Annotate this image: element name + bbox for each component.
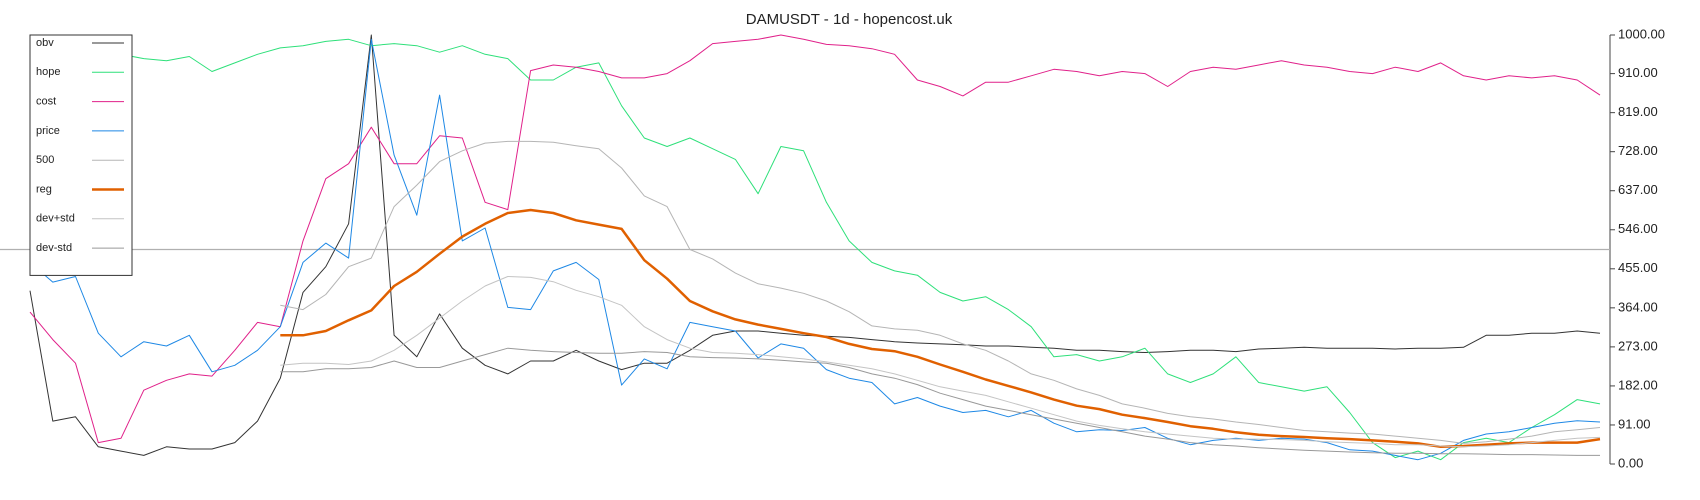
y-tick-label: 273.00 xyxy=(1618,338,1658,353)
series-line xyxy=(280,140,1601,444)
y-tick-label: 455.00 xyxy=(1618,260,1658,275)
legend-label: cost xyxy=(36,96,56,108)
y-tick-label: 819.00 xyxy=(1618,104,1658,119)
legend-label: dev-std xyxy=(36,242,72,254)
legend-label: hope xyxy=(36,66,60,78)
legend-label: dev+std xyxy=(36,213,75,225)
legend: obv hope cost price 500 reg dev+std dev-std xyxy=(29,34,133,276)
y-tick-label: 1000.00 xyxy=(1618,26,1665,41)
series-line xyxy=(280,208,1601,449)
chart-title: DAMUSDT - 1d - hopencost.uk xyxy=(746,11,953,28)
legend-box xyxy=(29,34,133,276)
legend-label: obv xyxy=(36,37,54,49)
legend-label: reg xyxy=(36,183,52,195)
y-tick-label: 728.00 xyxy=(1618,143,1658,158)
series-line xyxy=(29,38,1601,461)
series-line xyxy=(29,34,1601,444)
series-line xyxy=(29,34,1601,456)
y-tick-label: 637.00 xyxy=(1618,182,1658,197)
y-tick-label: 364.00 xyxy=(1618,299,1658,314)
legend-label: 500 xyxy=(36,154,54,166)
y-tick-label: 0.00 xyxy=(1618,455,1643,470)
series-line xyxy=(280,276,1601,448)
y-tick-label: 546.00 xyxy=(1618,221,1658,236)
series-line xyxy=(29,38,1601,461)
series-line xyxy=(280,347,1600,456)
legend-label: price xyxy=(36,125,60,137)
y-tick-label: 910.00 xyxy=(1618,65,1658,80)
y-tick-label: 91.00 xyxy=(1618,416,1651,431)
y-tick-label: 182.00 xyxy=(1618,377,1658,392)
